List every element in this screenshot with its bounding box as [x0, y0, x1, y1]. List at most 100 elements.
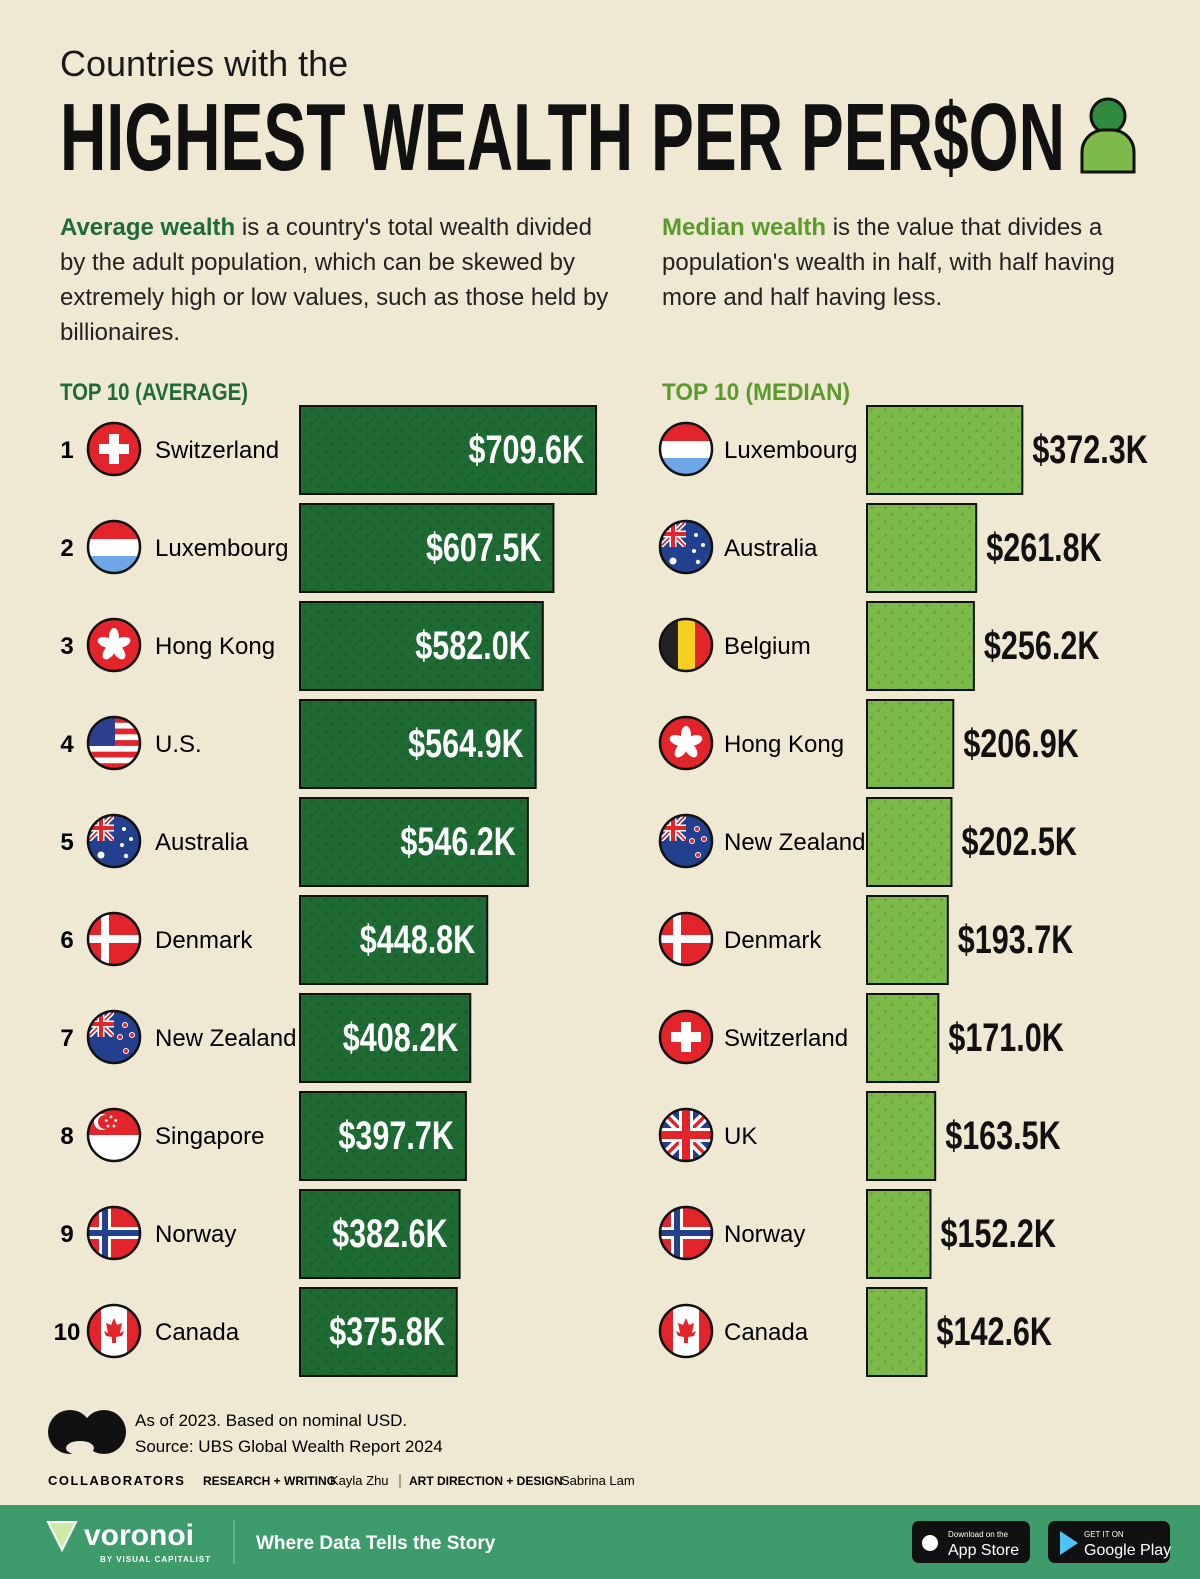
flag-fill — [660, 913, 712, 965]
footer-note: As of 2023. Based on nominal USD. — [135, 1411, 407, 1430]
flag-part — [669, 735, 688, 747]
flag-part — [660, 441, 712, 458]
rank: 5 — [60, 829, 73, 856]
category-label: UK — [724, 1123, 757, 1150]
rank: 1 — [60, 437, 73, 464]
value-label: $142.6K — [936, 1310, 1052, 1354]
category-label: Hong Kong — [724, 731, 844, 758]
category-label: Canada — [155, 1319, 240, 1346]
flag — [658, 813, 714, 869]
flag-fill — [88, 717, 140, 769]
appstore-button[interactable] — [912, 1521, 1030, 1563]
flag-outline — [86, 1009, 142, 1065]
flag-outline — [658, 1107, 714, 1163]
description-text: is a country's total wealth divided by t… — [60, 214, 609, 346]
flag-part — [692, 549, 696, 553]
flag — [86, 715, 142, 771]
title-line1: Countries with the — [60, 43, 348, 84]
flag-outline — [658, 1205, 714, 1261]
googleplay-button[interactable] — [1048, 1521, 1170, 1563]
rank: 10 — [54, 1319, 81, 1346]
apple-icon — [922, 1535, 938, 1551]
flag-part — [104, 1318, 124, 1343]
value-label: $709.6K — [469, 428, 585, 472]
flag-part — [104, 1119, 108, 1122]
value-label: $206.9K — [963, 722, 1079, 766]
flag-part — [123, 853, 129, 859]
description-text: is the value that divides a population's… — [662, 214, 1115, 311]
flag-part — [109, 1115, 113, 1119]
flag-part — [694, 826, 700, 832]
bar — [866, 601, 975, 691]
flag — [86, 911, 142, 967]
flag-outline — [658, 519, 714, 575]
chart-title: TOP 10 (AVERAGE) — [60, 379, 248, 406]
flag-outline — [658, 1009, 714, 1065]
appstore-text: App Store — [948, 1542, 1019, 1559]
category-label: Denmark — [724, 927, 822, 954]
flag-fill — [88, 815, 140, 867]
role: ART DIRECTION + DESIGN — [409, 1474, 563, 1488]
flag — [86, 1009, 142, 1065]
value-label: $546.2K — [400, 820, 516, 864]
flag-part — [97, 637, 116, 649]
flag-fill — [88, 423, 140, 475]
flag-fill — [660, 1011, 712, 1063]
value-label: $564.9K — [408, 722, 524, 766]
bar — [866, 993, 940, 1083]
flag — [86, 421, 142, 477]
flag-part — [660, 935, 712, 943]
rank: 6 — [60, 927, 73, 954]
appstore-small: Download on the — [948, 1530, 1009, 1539]
flag-part — [88, 757, 140, 764]
flag-part — [122, 1022, 128, 1028]
flag-part — [660, 1109, 712, 1161]
footer-source: Source: UBS Global Wealth Report 2024 — [135, 1437, 443, 1456]
value-label: $256.2K — [984, 624, 1100, 668]
description: Average wealth is a country's total weal… — [60, 210, 620, 350]
value-label: $372.3K — [1032, 428, 1148, 472]
flag-outline — [658, 617, 714, 673]
flag-outline — [86, 1205, 142, 1261]
bar — [866, 699, 955, 789]
rank: 9 — [60, 1221, 73, 1248]
flag-part — [88, 745, 140, 752]
bar — [299, 699, 537, 789]
flag — [86, 1107, 142, 1163]
flag — [658, 617, 714, 673]
value-label: $193.7K — [958, 918, 1074, 962]
category-label: Australia — [724, 535, 818, 562]
rank: 3 — [60, 633, 73, 660]
person: Sabrina Lam — [561, 1473, 635, 1488]
flag-part — [660, 1230, 712, 1236]
flag-outline — [86, 617, 142, 673]
flag-outline — [658, 715, 714, 771]
flag-outline — [86, 813, 142, 869]
category-label: U.S. — [155, 731, 202, 758]
bar — [866, 797, 953, 887]
value-label: $261.8K — [986, 526, 1102, 570]
term: Median wealth — [662, 214, 827, 241]
person-icon — [1080, 97, 1136, 174]
bar — [299, 601, 544, 691]
bar — [299, 1189, 461, 1279]
value-label: $607.5K — [426, 526, 542, 570]
flag-outline — [86, 519, 142, 575]
value-label: $152.2K — [940, 1212, 1056, 1256]
term: Average wealth — [60, 214, 236, 241]
flag-part — [99, 444, 129, 454]
category-label: Norway — [155, 1221, 236, 1248]
play-icon — [1060, 1531, 1078, 1555]
category-label: Hong Kong — [155, 633, 275, 660]
flag — [86, 1303, 142, 1359]
flag-part — [88, 751, 140, 758]
bar — [299, 895, 489, 985]
bar — [299, 405, 598, 495]
flag-fill — [88, 1207, 140, 1259]
flag-part — [129, 837, 133, 841]
category-label: Luxembourg — [724, 437, 857, 464]
flag-part — [97, 851, 105, 859]
value-label: $163.5K — [945, 1114, 1061, 1158]
flag-part — [112, 1124, 116, 1128]
